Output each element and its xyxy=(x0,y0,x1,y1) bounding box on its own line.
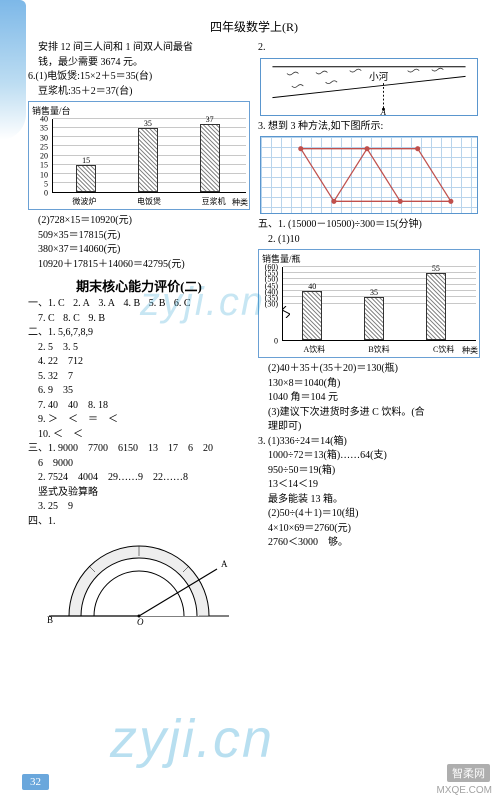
text: (2)40＋35＋(35＋20)＝130(瓶) xyxy=(258,362,480,377)
bar: 35 xyxy=(364,297,384,340)
text: 竖式及验算略 xyxy=(28,486,250,501)
watermark: MXQE.COM xyxy=(436,785,492,796)
text: 10. ＜ ＜ xyxy=(28,428,250,443)
text: 9. ＞ ＜ ＝ ＜ xyxy=(28,413,250,428)
y-axis: (60) (55) (50) (45) (40) (35) (30) 0 xyxy=(262,267,280,341)
text: 2. xyxy=(258,41,480,56)
text: 五、1. (15000－10500)÷300＝15(分钟) xyxy=(258,218,480,233)
bar: 40 xyxy=(302,291,322,340)
text: 6.(1)电饭煲:15×2＋5＝35(台) xyxy=(28,70,250,85)
text: (2)50÷(4＋1)＝10(组) xyxy=(258,507,480,522)
text: 4×10×69＝2760(元) xyxy=(258,522,480,537)
text: 380×37＝14060(元) xyxy=(28,243,250,258)
text: 三、1. 9000 7700 6150 13 17 6 20 xyxy=(28,442,250,457)
text: 13＜14＜19 xyxy=(258,478,480,493)
text: 豆浆机:35＋2＝37(台) xyxy=(28,85,250,100)
bar: 15 xyxy=(76,165,96,192)
answer-row: 7. C 8. C 9. B xyxy=(28,312,250,327)
watermark: 智柔网 xyxy=(447,764,490,782)
side-accent xyxy=(0,0,26,140)
x-labels: 微波炉 电饭煲 豆浆机 种类 xyxy=(52,196,246,207)
svg-text:A: A xyxy=(221,559,228,569)
section-title: 期末核心能力评价(二) xyxy=(28,276,250,295)
svg-text:A: A xyxy=(380,107,387,115)
text: 2. 5 3. 5 xyxy=(28,341,250,356)
text: (3)建议下次进货时多进 C 饮料。(合 xyxy=(258,406,480,421)
text: 1040 角＝104 元 xyxy=(258,391,480,406)
protractor-diagram: A B O xyxy=(28,531,250,626)
river-diagram: 小河 A xyxy=(260,58,478,116)
text: 二、1. 5,6,7,8,9 xyxy=(28,326,250,341)
text: 6 9000 xyxy=(28,457,250,472)
y-axis: 40 35 30 25 20 15 10 5 0 xyxy=(32,119,50,193)
text: 四、1. xyxy=(28,515,250,530)
right-column: 2. 小河 A xyxy=(258,41,480,626)
text: 3. (1)336÷24＝14(箱) xyxy=(258,435,480,450)
text: 130×8＝1040(角) xyxy=(258,377,480,392)
text: 3. 25 9 xyxy=(28,500,250,515)
plot-area: 40 35 55 xyxy=(282,267,476,341)
text: 950÷50＝19(箱) xyxy=(258,464,480,479)
chart-2: 销售量/瓶 (60) (55) (50) (45) (40) (35) (30)… xyxy=(258,249,480,358)
text: 10920＋17815＋14060＝42795(元) xyxy=(28,258,250,273)
page-title: 四年级数学上(R) xyxy=(28,18,480,35)
page-number: 32 xyxy=(22,774,49,790)
watermark: zyji.cn xyxy=(110,708,274,770)
bar: 35 xyxy=(138,128,158,192)
bar: 55 xyxy=(426,273,446,340)
plot-area: 15 35 37 xyxy=(52,119,246,193)
left-column: 安排 12 间三人间和 1 间双人间最省 钱，最少需要 3674 元。 6.(1… xyxy=(28,41,250,626)
text: 5. 32 7 xyxy=(28,370,250,385)
text: 6. 9 35 xyxy=(28,384,250,399)
text: 钱，最少需要 3674 元。 xyxy=(28,56,250,71)
text: (2)728×15＝10920(元) xyxy=(28,214,250,229)
text: 7. 40 40 8. 18 xyxy=(28,399,250,414)
chart-1: 销售量/台 40 35 30 25 20 15 10 5 0 xyxy=(28,101,250,210)
grid-diagram xyxy=(260,136,478,214)
text: 2. 7524 4004 29……9 22……8 xyxy=(28,471,250,486)
text: 最多能装 13 箱。 xyxy=(258,493,480,508)
text: 509×35＝17815(元) xyxy=(28,229,250,244)
x-labels: A饮料 B饮料 C饮料 种类 xyxy=(282,344,476,355)
bar: 37 xyxy=(200,124,220,192)
answer-row: 一、1. C 2. A 3. A 4. B 5. B 6. C xyxy=(28,297,250,312)
svg-text:小河: 小河 xyxy=(369,71,389,83)
svg-text:B: B xyxy=(47,615,53,625)
text: 2760＜3000 够。 xyxy=(258,536,480,551)
chart-ylabel: 销售量/瓶 xyxy=(262,252,476,265)
text: 安排 12 间三人间和 1 间双人间最省 xyxy=(28,41,250,56)
text: 理即可) xyxy=(258,420,480,435)
text: 4. 22 712 xyxy=(28,355,250,370)
svg-text:O: O xyxy=(137,617,144,626)
text: 3. 想到 3 种方法,如下图所示: xyxy=(258,120,480,135)
text: 2. (1)10 xyxy=(258,233,480,248)
text: 1000÷72＝13(箱)……64(支) xyxy=(258,449,480,464)
